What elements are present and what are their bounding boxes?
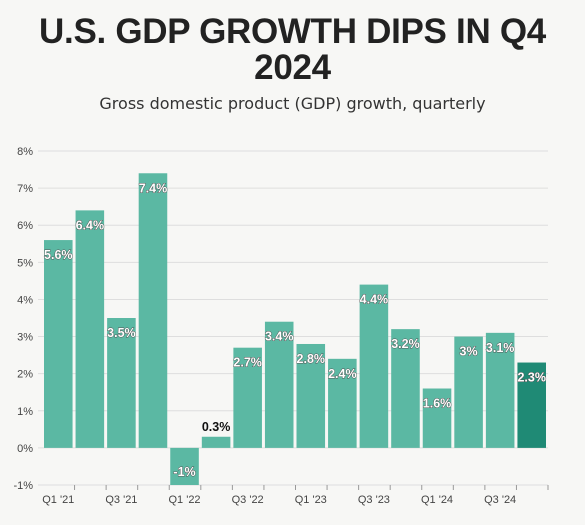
data-labels: 5.6% 6.4% 3.5% 7.4% -1% 0.3% 2.7%3.4%2.8%2.4% 4… xyxy=(44,181,547,480)
data-label: 2.8% xyxy=(297,352,326,366)
bar xyxy=(264,321,294,448)
data-label: 1.6% xyxy=(423,397,452,411)
x-tick-label: Q1 '24 xyxy=(421,494,453,506)
x-tick-label: Q3 '24 xyxy=(484,494,516,506)
bar xyxy=(454,336,483,448)
y-tick-label: -1% xyxy=(13,480,33,492)
x-tick-label: Q3 '21 xyxy=(105,494,137,506)
x-tick-label: Q1 '22 xyxy=(168,494,200,506)
bar xyxy=(75,210,105,448)
bar xyxy=(422,388,452,448)
bar xyxy=(391,329,420,448)
data-label: -1% xyxy=(173,465,195,479)
x-tick-label: Q3 '22 xyxy=(232,494,264,506)
y-tick-label: 8% xyxy=(17,146,33,158)
y-tick-label: 3% xyxy=(17,332,33,344)
chart-title: U.S. GDP GROWTH DIPS IN Q4 2024 xyxy=(39,12,546,87)
bar xyxy=(517,362,546,448)
x-tick-label: Q1 '21 xyxy=(42,494,74,506)
bar xyxy=(201,436,231,448)
x-tick-label: Q1 '23 xyxy=(295,494,327,506)
data-label: 3.2% xyxy=(391,337,420,351)
y-tick-label: 4% xyxy=(17,294,33,306)
bar xyxy=(359,284,389,448)
data-label: 5.6% xyxy=(44,248,73,262)
bar xyxy=(296,343,326,448)
bar xyxy=(328,358,357,448)
data-label: 0.3% xyxy=(202,420,231,434)
data-label: 2.7% xyxy=(233,356,262,370)
y-axis-ticks: -1% 0% 1% 2% 3% 4% 5% 6% 7% 8% xyxy=(13,146,33,492)
bars xyxy=(44,173,546,485)
data-label: 3.1% xyxy=(486,341,515,355)
data-label: 2.3% xyxy=(517,371,546,385)
bar xyxy=(107,318,136,448)
y-tick-label: 1% xyxy=(17,406,33,418)
bar xyxy=(44,240,73,448)
bar xyxy=(485,332,515,448)
y-tick-label: 6% xyxy=(17,220,33,232)
data-label: 4.4% xyxy=(360,293,389,307)
bar xyxy=(138,173,168,448)
data-label: 2.4% xyxy=(328,367,357,381)
data-label: 6.4% xyxy=(76,218,105,232)
y-tick-label: 0% xyxy=(17,443,33,455)
chart-subtitle: Gross domestic product (GDP) growth, qua… xyxy=(99,94,486,113)
bar xyxy=(170,447,199,485)
data-label: 3.5% xyxy=(107,326,136,340)
y-tick-label: 5% xyxy=(17,257,33,269)
x-tick-label: Q3 '23 xyxy=(358,494,390,506)
data-label: 3.4% xyxy=(265,330,294,344)
data-label: 7.4% xyxy=(139,181,168,195)
data-label: 3% xyxy=(460,345,478,359)
bar xyxy=(233,347,262,448)
y-tick-label: 7% xyxy=(17,183,33,195)
y-tick-label: 2% xyxy=(17,369,33,381)
x-axis-ticks: Q1 '21 Q3 '21 Q1 '22 Q3 '22 Q1 '23 Q3 '23 Q1 '… xyxy=(42,485,549,506)
